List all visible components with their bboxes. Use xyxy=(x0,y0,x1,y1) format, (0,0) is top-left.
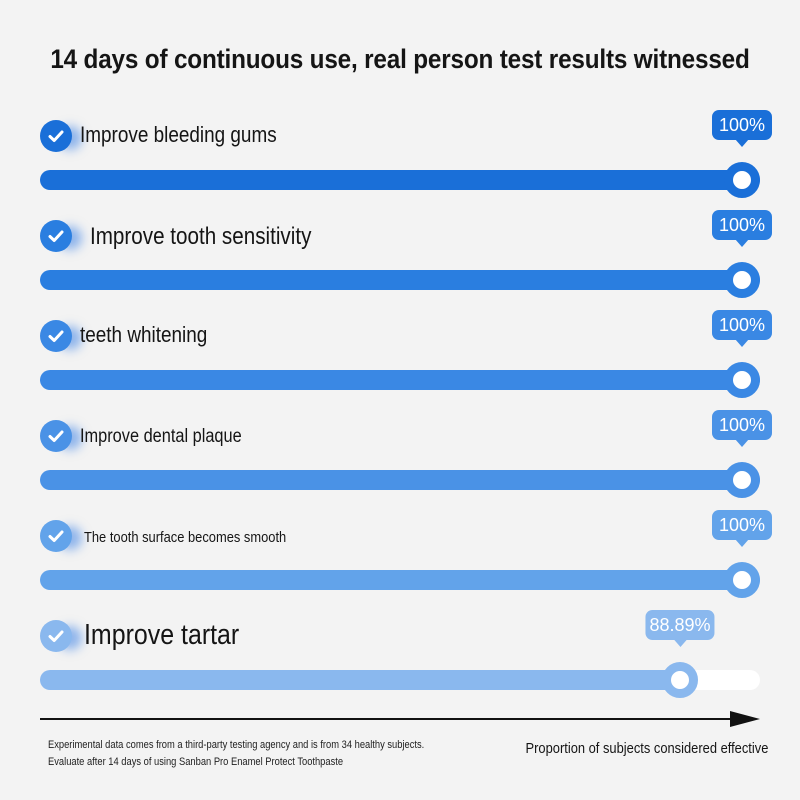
progress-bar xyxy=(40,170,760,190)
progress-bar xyxy=(40,370,760,390)
x-axis-line xyxy=(40,718,735,720)
progress-track: 100% xyxy=(40,410,772,498)
result-row: Improve tooth sensitivity 100% xyxy=(0,210,800,320)
progress-bar xyxy=(40,670,680,690)
check-icon xyxy=(40,420,72,452)
check-icon xyxy=(40,220,72,252)
progress-track: 100% xyxy=(40,510,772,598)
progress-knob xyxy=(662,662,698,698)
progress-bar xyxy=(40,270,760,290)
category-label: The tooth surface becomes smooth xyxy=(84,529,287,546)
result-row: The tooth surface becomes smooth 100% xyxy=(0,510,800,620)
result-row: Improve bleeding gums 100% xyxy=(0,110,800,220)
category-label: teeth whitening xyxy=(80,322,208,347)
progress-track: 100% xyxy=(40,310,772,398)
progress-knob xyxy=(724,462,760,498)
progress-bar xyxy=(40,470,760,490)
value-badge: 100% xyxy=(712,310,772,347)
footnote-product: Evaluate after 14 days of using Sanban P… xyxy=(48,756,344,768)
progress-track: 100% xyxy=(40,210,772,298)
footnote-source: Experimental data comes from a third-par… xyxy=(48,739,425,751)
x-axis-caption: Proportion of subjects considered effect… xyxy=(525,740,768,757)
progress-knob xyxy=(724,562,760,598)
result-row: Improve dental plaque 100% xyxy=(0,410,800,520)
page-title: 14 days of continuous use, real person t… xyxy=(50,44,750,74)
value-badge: 100% xyxy=(712,510,772,547)
progress-track: 88.89% xyxy=(40,610,760,698)
value-badge: 88.89% xyxy=(645,610,715,647)
progress-knob xyxy=(724,162,760,198)
value-badge: 100% xyxy=(712,110,772,147)
category-label: Improve bleeding gums xyxy=(80,122,277,147)
value-badge: 100% xyxy=(712,210,772,247)
progress-knob xyxy=(724,262,760,298)
check-icon xyxy=(40,120,72,152)
value-badge: 100% xyxy=(712,410,772,447)
result-row: teeth whitening 100% xyxy=(0,310,800,420)
x-axis-arrow-icon xyxy=(730,711,760,727)
category-label: Improve tooth sensitivity xyxy=(90,223,312,250)
check-icon xyxy=(40,620,72,652)
progress-knob xyxy=(724,362,760,398)
category-label: Improve tartar xyxy=(84,619,240,651)
progress-bar xyxy=(40,570,760,590)
progress-track: 100% xyxy=(40,110,772,198)
check-icon xyxy=(40,320,72,352)
category-label: Improve dental plaque xyxy=(80,426,242,447)
check-icon xyxy=(40,520,72,552)
result-row: Improve tartar 88.89% xyxy=(0,610,800,720)
